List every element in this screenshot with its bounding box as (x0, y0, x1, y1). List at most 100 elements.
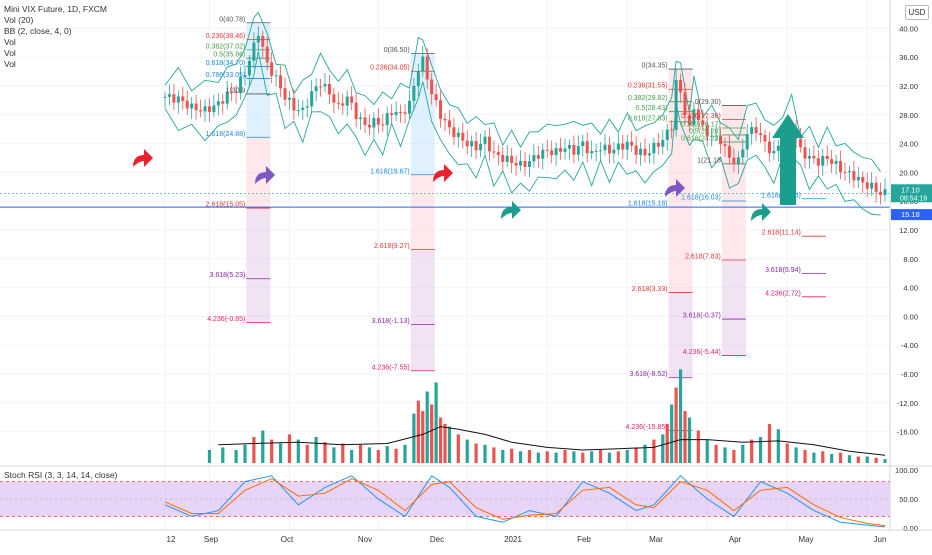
price-tick: 20.00 (899, 168, 918, 177)
volume-bar (270, 439, 274, 463)
candle-body (181, 96, 185, 101)
volume-bar (554, 452, 558, 463)
candle-body (821, 155, 825, 166)
fib-zone-1-top (246, 22, 271, 138)
legend-line[interactable]: Vol (20) (4, 15, 34, 25)
volume-bar (590, 451, 594, 463)
price-axis[interactable]: 40.0036.0032.0028.0024.0020.0016.0012.00… (889, 0, 932, 533)
candle-body (292, 97, 296, 111)
volume-bar (434, 382, 438, 463)
candle-body (816, 158, 820, 166)
stoch-legend[interactable]: Stoch RSI (3, 3, 14, 14, close) (4, 470, 118, 480)
legend-line[interactable]: BB (2, close, 4, 0) (4, 26, 72, 36)
legend-line[interactable]: Vol (4, 48, 16, 58)
candle-body (776, 145, 780, 151)
volume-bar (794, 447, 798, 463)
fib-label: 1.618(15.18) (628, 201, 668, 208)
price-tick: 28.00 (899, 111, 918, 120)
volume-bar (341, 443, 345, 463)
candle-body (225, 91, 229, 104)
candle-body (514, 162, 518, 166)
fib-label: 0.236(38.46) (206, 33, 246, 40)
candle-body (439, 100, 443, 119)
volume-bar (616, 451, 620, 463)
volume-bar (358, 444, 363, 463)
volume-bar (412, 413, 416, 463)
fib-label: 3.618(-0.37) (683, 313, 721, 320)
volume-bar (287, 434, 292, 463)
fib-label: 3.618(-1.13) (372, 318, 410, 325)
candle-body (221, 101, 225, 104)
time-tick: Apr (729, 535, 742, 544)
bollinger-lower (164, 51, 881, 216)
legend-line[interactable]: Vol (4, 37, 16, 47)
candle-body (581, 141, 585, 147)
candle-body (479, 143, 483, 151)
volume-bar (883, 459, 887, 463)
candle-body (350, 96, 354, 103)
candle-body (496, 152, 500, 155)
last-price-box (891, 184, 932, 203)
volume-bar (510, 448, 514, 463)
candle-body (216, 101, 220, 106)
volume-bar (367, 447, 372, 463)
volume-bar (456, 434, 460, 463)
candle-body (763, 135, 767, 142)
candle-body (736, 157, 740, 164)
time-tick: Oct (281, 535, 294, 544)
legend-line[interactable]: Vol (4, 59, 16, 69)
fib-label: 0.618(24.23) (681, 135, 721, 142)
volume-bar (874, 457, 878, 463)
stoch-tick: 100.00 (895, 466, 918, 475)
candle-body (399, 112, 403, 114)
volume-bar (670, 404, 674, 463)
volume-bar (776, 429, 780, 463)
fib-label: 2.618(7.83) (685, 254, 721, 261)
price-tick: 40.00 (899, 24, 918, 33)
volume-bar (812, 452, 816, 463)
candle-body (185, 100, 189, 109)
candle-body (870, 182, 874, 189)
candle-body (487, 136, 491, 152)
candle-body (452, 127, 456, 137)
annotation-arrows (133, 114, 804, 221)
support-line (0, 192, 890, 208)
candle-body (301, 107, 305, 110)
candle-body (750, 127, 754, 135)
time-tick: Nov (358, 535, 372, 544)
fib-label: 2.618(9.27) (374, 243, 410, 250)
candle-body (567, 144, 571, 149)
volume-bar (661, 434, 665, 463)
candle-body (665, 129, 669, 141)
candle-body (483, 136, 487, 144)
candle-body (319, 86, 323, 88)
candle-body (203, 106, 207, 112)
candle-body (852, 171, 856, 181)
candle-body (625, 141, 629, 150)
candle-body (719, 135, 723, 145)
legend-title[interactable]: Mini VIX Future, 1D, FXCM (4, 4, 107, 14)
candle-body (585, 141, 589, 154)
currency-button[interactable]: USD (905, 5, 929, 20)
candle-body (381, 124, 385, 126)
candle-body (563, 148, 567, 152)
candle-body (412, 85, 416, 101)
volume-bar (350, 450, 354, 463)
candle-body (705, 125, 709, 137)
fib-label: 0(36.50) (384, 47, 410, 54)
time-axis[interactable]: 12 Sep Oct Nov Dec 2021 Feb Mar Apr May Jun (0, 529, 932, 544)
teal-arrow-1 (501, 201, 521, 219)
candle-body (194, 103, 198, 111)
candle-body (492, 151, 496, 153)
volume-bar (305, 444, 309, 463)
volume-bar (314, 437, 318, 463)
candle-body (683, 92, 687, 116)
volume-bar (296, 439, 300, 463)
candle-body (767, 141, 771, 154)
volume-bar (252, 437, 256, 463)
candle-body (505, 155, 509, 162)
volume-bar (687, 417, 692, 463)
volume-bar (474, 443, 478, 463)
volume-bar (634, 447, 638, 463)
